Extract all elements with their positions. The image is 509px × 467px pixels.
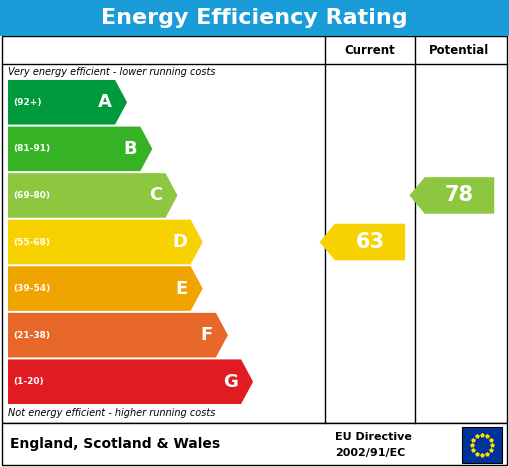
Text: (1-20): (1-20) — [13, 377, 44, 386]
Text: C: C — [149, 186, 162, 205]
Text: 78: 78 — [445, 185, 474, 205]
Text: EU Directive: EU Directive — [335, 432, 412, 442]
Polygon shape — [8, 219, 203, 264]
Polygon shape — [8, 313, 228, 357]
Polygon shape — [320, 224, 405, 260]
Text: (69-80): (69-80) — [13, 191, 50, 200]
Text: Energy Efficiency Rating: Energy Efficiency Rating — [101, 8, 408, 28]
Text: Not energy efficient - higher running costs: Not energy efficient - higher running co… — [8, 408, 215, 418]
Text: D: D — [173, 233, 188, 251]
Text: Very energy efficient - lower running costs: Very energy efficient - lower running co… — [8, 67, 215, 77]
Text: England, Scotland & Wales: England, Scotland & Wales — [10, 437, 220, 451]
Text: G: G — [223, 373, 238, 391]
Text: (92+): (92+) — [13, 98, 42, 107]
Text: Potential: Potential — [430, 43, 490, 57]
Text: 2002/91/EC: 2002/91/EC — [335, 448, 405, 458]
Bar — [0, 0, 509, 36]
Text: E: E — [176, 280, 188, 297]
Text: B: B — [124, 140, 137, 158]
Polygon shape — [8, 360, 253, 404]
Polygon shape — [8, 80, 127, 125]
Text: A: A — [98, 93, 112, 111]
Text: 63: 63 — [355, 232, 384, 252]
Text: (55-68): (55-68) — [13, 238, 50, 247]
Polygon shape — [409, 177, 494, 214]
Text: Current: Current — [345, 43, 395, 57]
Text: (81-91): (81-91) — [13, 144, 50, 153]
Text: F: F — [201, 326, 213, 344]
Polygon shape — [8, 266, 203, 311]
Bar — [2, 423, 507, 465]
Polygon shape — [8, 173, 178, 218]
Text: (21-38): (21-38) — [13, 331, 50, 340]
Bar — [2, 36, 507, 423]
Bar — [462, 427, 502, 463]
Polygon shape — [8, 127, 152, 171]
Text: (39-54): (39-54) — [13, 284, 50, 293]
